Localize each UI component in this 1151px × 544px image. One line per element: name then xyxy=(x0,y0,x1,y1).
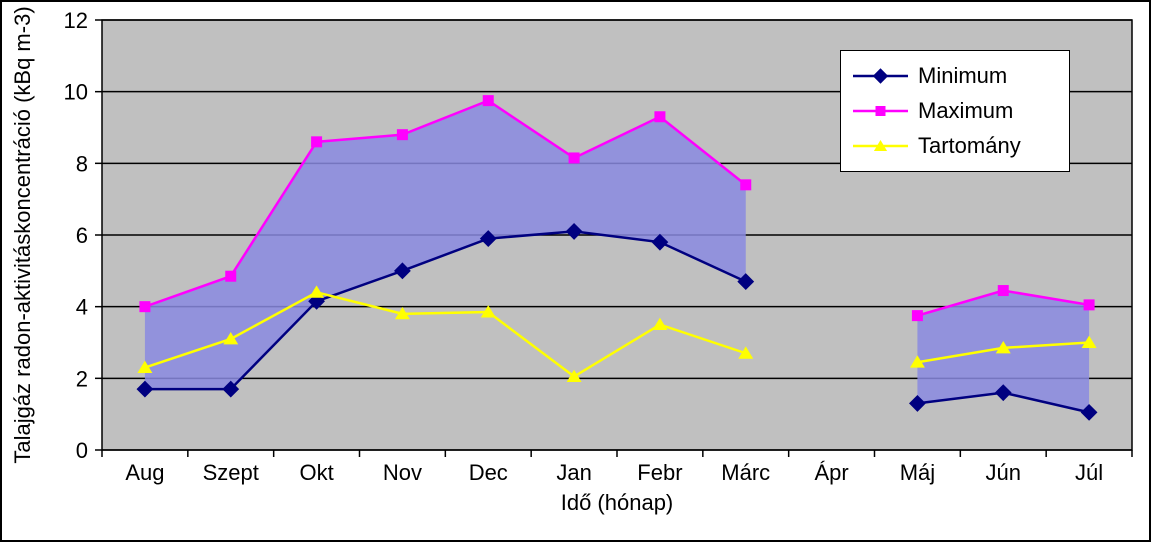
x-tick-label: Szept xyxy=(203,460,259,485)
legend-label: Tartomány xyxy=(918,133,1021,159)
y-tick-label: 12 xyxy=(64,8,88,33)
y-tick-label: 0 xyxy=(76,438,88,463)
legend-swatch xyxy=(853,66,908,86)
x-tick-label: Jún xyxy=(986,460,1021,485)
legend-label: Minimum xyxy=(918,63,1007,89)
x-tick-label: Máj xyxy=(900,460,935,485)
x-tick-label: Júl xyxy=(1075,460,1103,485)
legend-label: Maximum xyxy=(918,98,1013,124)
y-tick-label: 10 xyxy=(64,80,88,105)
y-axis-label: Talajgáz radon-aktivitáskoncentráció (kB… xyxy=(10,6,35,463)
y-tick-label: 4 xyxy=(76,295,88,320)
x-tick-label: Okt xyxy=(299,460,333,485)
y-tick-label: 2 xyxy=(76,366,88,391)
legend-item-minimum: Minimum xyxy=(853,63,1057,89)
x-tick-label: Jan xyxy=(556,460,591,485)
x-tick-label: Dec xyxy=(469,460,508,485)
y-tick-label: 8 xyxy=(76,151,88,176)
x-axis-label: Idő (hónap) xyxy=(561,490,674,515)
legend-item-tartomány: Tartomány xyxy=(853,133,1057,159)
x-tick-label: Aug xyxy=(125,460,164,485)
legend-swatch xyxy=(853,136,908,156)
chart-container: 0 2 4 6 8 10 12 Aug Szept Okt Nov Dec Jan Febr Márc Ápr… xyxy=(0,0,1151,542)
legend: Minimum Maximum Tartomány xyxy=(840,50,1070,172)
legend-item-maximum: Maximum xyxy=(853,98,1057,124)
legend-swatch xyxy=(853,101,908,121)
x-tick-label: Febr xyxy=(637,460,682,485)
x-tick-label: Nov xyxy=(383,460,422,485)
y-tick-label: 6 xyxy=(76,223,88,248)
x-tick-label: Ápr xyxy=(814,460,848,485)
x-tick-label: Márc xyxy=(721,460,770,485)
